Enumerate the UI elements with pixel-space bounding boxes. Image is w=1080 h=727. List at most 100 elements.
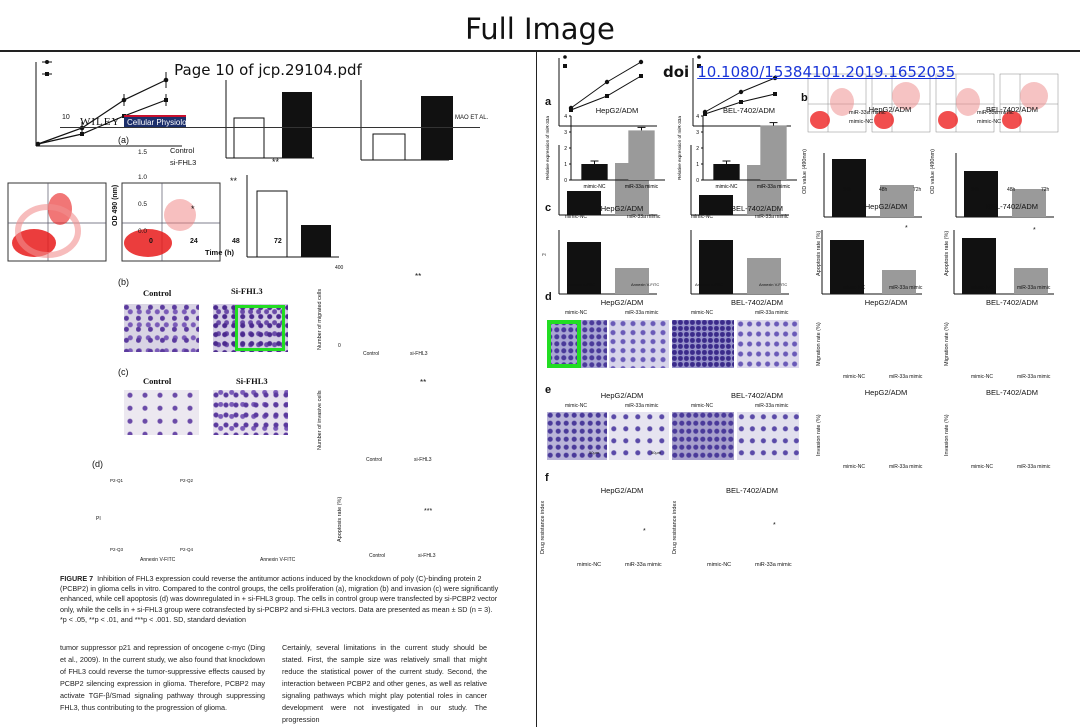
migration-image-bel-nc: [672, 320, 734, 368]
legend-mir33a: miR-33a mimic: [977, 110, 1014, 116]
quadrant-label: P2-Q4: [180, 547, 194, 552]
group-label: miR-33a mimic: [755, 310, 789, 316]
x-tick: 24h: [971, 187, 980, 193]
x-cat: mimic-NC: [971, 464, 993, 470]
invasion-image-hepg2-mimic: [609, 412, 669, 460]
x-tick: 48: [232, 238, 240, 245]
x-cat: si-FHL3: [414, 457, 432, 463]
page-number: 10: [62, 114, 70, 121]
group-label: mimic-NC: [691, 310, 713, 316]
invasion-image-hepg2-nc: [547, 412, 607, 460]
cell-line-label: BEL-7402/ADM: [730, 391, 784, 400]
y-tick-label: 1: [564, 162, 567, 168]
y-axis-label: Apoptosis rate (%): [816, 230, 822, 276]
migration-image-hepg2-mimic: [609, 320, 669, 368]
invasion-image-control: [124, 390, 199, 435]
flow-plots-row: [807, 73, 1059, 133]
group-label: mimic-NC: [565, 403, 587, 409]
x-cat: miR-33a mimic: [1017, 374, 1051, 380]
y-axis-label: OD 490 (nm): [112, 184, 119, 226]
y-tick-label: 1: [696, 162, 699, 168]
group-label: miR-33a mimic: [755, 214, 789, 220]
y-tick: 0.0: [138, 228, 148, 235]
group-label: miR-33a mimic: [755, 403, 789, 409]
migration-image-bel-mimic: [737, 320, 799, 368]
y-axis-label: Number of migrated cells: [317, 288, 323, 350]
y-axis-label: Apoptosis rate (%): [944, 230, 950, 276]
y-axis-label: Relative expression of miR-33a: [677, 116, 682, 180]
doi-line: doi 10.1080/15384101.2019.1652035: [663, 63, 955, 81]
x-cat: mimic-NC: [971, 374, 993, 380]
chart-title: HepG2/ADM: [600, 486, 644, 495]
y-axis-label: Apoptosis rate (%): [337, 496, 343, 542]
x-cat: miR-33a mimic: [889, 285, 923, 291]
caption-text: Inhibition of FHL3 expression could reve…: [60, 574, 499, 624]
migration-bar-chart-hepg2: [823, 153, 922, 218]
header-rule: [60, 127, 480, 128]
caption-label: FIGURE 7: [60, 574, 94, 583]
x-cat: miR-33a mimic: [889, 464, 923, 470]
significance-mark: *: [191, 204, 195, 214]
drug-resistance-chart-bel7402: [953, 230, 1055, 295]
y-axis-label: Migration rate (%): [944, 322, 950, 366]
category-label: mimic-NC: [584, 184, 606, 190]
group-label: mimic-NC: [691, 403, 713, 409]
cell-line-label: HepG2/ADM: [600, 391, 644, 400]
panel-label-d: (d): [92, 459, 103, 469]
selection-highlight-box[interactable]: [547, 320, 581, 368]
chart-title: BEL-7402/ADM: [985, 105, 1039, 114]
flow-x-label: Annexin V-FITC: [567, 282, 596, 287]
doi-link[interactable]: 10.1080/15384101.2019.1652035: [697, 63, 956, 81]
category-label: miR-33a mimic: [757, 184, 791, 190]
x-cat: miR-33a mimic: [625, 562, 662, 568]
y-axis-label: Migration rate (%): [816, 322, 822, 366]
apoptosis-bar-chart: [246, 175, 339, 258]
bar-chart-svg: 0 1 2 3 4 mimic-NC miR-33a mimic Relative expre…: [677, 114, 797, 190]
y-axis-label: Invasion rate (%): [816, 414, 822, 456]
panel-label-a: a: [545, 96, 552, 108]
y-tick-label: 2: [696, 146, 699, 152]
flow-x-label: Annexin V-FITC: [140, 557, 176, 563]
migration-image-control: [124, 304, 199, 352]
col-label-si-fhl3: Si-FHL3: [231, 286, 263, 296]
chart-title: BEL-7402/ADM: [985, 202, 1039, 211]
x-tick: 48h: [1007, 187, 1016, 193]
expression-chart-hepg2: HepG2/ADM 0 1 2 3 4 mimic-NC miR-33a mimic Rela…: [543, 102, 671, 197]
significance-mark: *: [773, 522, 776, 529]
left-pane[interactable]: Page 10 of jcp.29104.pdf 10 WILEY Cellul…: [0, 54, 536, 727]
x-cat: mimic-NC: [971, 285, 993, 291]
legend-mimic-nc: mimic-NC: [849, 119, 874, 125]
chart-title: BEL-7402/ADM: [725, 486, 779, 495]
y-tick: 1.5: [138, 149, 148, 156]
panel-label-f: f: [545, 472, 549, 484]
right-pane[interactable]: doi 10.1080/15384101.2019.1652035 a HepG2…: [537, 54, 1080, 727]
panel-label-c: c: [545, 202, 552, 214]
significance-mark: **: [272, 157, 280, 167]
significance-mark: **: [230, 176, 238, 186]
y-axis-label: Invasion rate (%): [944, 414, 950, 456]
migration-bar-chart-bel7402: [955, 153, 1055, 218]
flow-cytometry-control: [7, 182, 107, 262]
bar: [760, 125, 787, 180]
y-axis-label: Number of invasive cells: [317, 390, 323, 450]
x-tick: 48h: [879, 187, 888, 193]
flow-cytometry-si-fhl3: [121, 182, 221, 262]
y-tick-label: 4: [564, 114, 567, 120]
x-cat: mimic-NC: [843, 374, 865, 380]
flow-x-label: Annexin V-FITC: [260, 557, 296, 563]
page-title: Page 10 of jcp.29104.pdf: [174, 61, 362, 79]
quadrant-label: P2-Q1: [110, 478, 124, 483]
drug-resistance-chart-hepg2: [821, 230, 922, 295]
legend-si-fhl3: si-FHL3: [170, 158, 197, 167]
x-cat: si-FHL3: [418, 553, 436, 559]
scale-bar-label: 50μm: [651, 450, 662, 455]
significance-mark: *: [905, 225, 908, 232]
selection-highlight-box[interactable]: [235, 305, 285, 351]
col-label-control: Control: [143, 376, 172, 386]
panel-label-d: d: [545, 291, 552, 303]
y-tick-label: 0: [564, 178, 567, 184]
expression-chart-bel7402: BEL-7402/ADM 0 1 2 3 4 mimic-NC miR-33a mimic R…: [675, 102, 803, 197]
scale-bar-label: 50μm: [589, 450, 600, 455]
panel-label-c: (c): [118, 367, 129, 377]
x-tick: 72h: [1041, 187, 1050, 193]
